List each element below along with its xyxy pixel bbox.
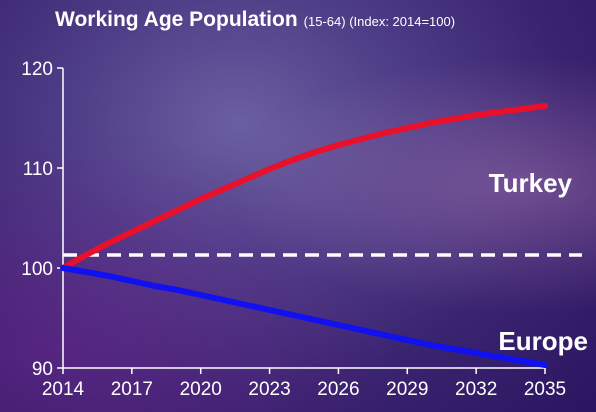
y-tick-label: 90 (32, 359, 53, 380)
series-lines (60, 103, 548, 368)
x-tick-label: 2023 (248, 379, 290, 400)
chart-title: Working Age Population (55, 8, 298, 31)
y-tick-label: 110 (23, 159, 53, 180)
series-line-europe (60, 265, 548, 368)
x-tick-label: 2029 (386, 379, 428, 400)
chart-title-row: Working Age Population (15-64) (Index: 20… (55, 8, 455, 32)
y-tick-label: 120 (21, 59, 53, 80)
chart-subtitle: (15-64) (Index: 2014=100) (303, 14, 456, 29)
x-tick-label: 2020 (180, 379, 222, 400)
series-label-europe: Europe (498, 326, 588, 356)
series-labels: Turkey Europe (489, 168, 588, 356)
x-tick-label: 2026 (317, 379, 359, 400)
series-line-turkey (60, 103, 548, 271)
x-tick-label: 2014 (42, 379, 85, 400)
x-tick-label: 2035 (524, 379, 566, 400)
x-tick-label: 2032 (455, 379, 497, 400)
y-tick-label: 100 (21, 259, 53, 280)
chart-axes: 90 100 110 120 2014 2017 2020 2023 2026 2029 2032 2… (21, 59, 566, 400)
series-label-turkey: Turkey (489, 168, 573, 198)
x-tick-label: 2017 (111, 379, 153, 400)
